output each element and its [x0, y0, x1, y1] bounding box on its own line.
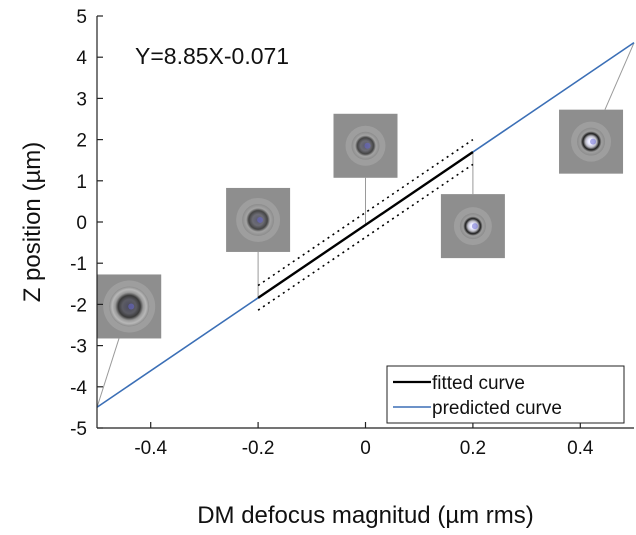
bead-image-1 [97, 274, 162, 339]
y-tick-label: 4 [76, 48, 87, 69]
legend: fitted curve predicted curve [386, 365, 625, 424]
bead-insets [97, 109, 624, 339]
y-tick-label: 2 [76, 131, 87, 152]
confidence-bound-line [257, 163, 474, 311]
inset-connector-line [96, 338, 120, 408]
confidence-bound-line [257, 138, 474, 287]
legend-label: predicted curve [432, 398, 562, 419]
y-tick-label: -2 [70, 295, 87, 316]
bead-image-2 [226, 187, 291, 252]
x-tick-label: 0.4 [567, 438, 594, 459]
y-tick-label: 1 [76, 172, 87, 193]
x-tick-label: -0.2 [242, 438, 275, 459]
y-tick-label: -3 [70, 337, 87, 358]
y-tick-label: -4 [70, 378, 87, 399]
legend-label: fitted curve [432, 373, 525, 394]
y-axis-label: Z position (µm) [19, 142, 46, 303]
y-tick-label: -5 [70, 419, 87, 440]
fitted-curve-line [257, 151, 474, 299]
bead-image-4 [440, 194, 505, 259]
tick-labels: -5 -4 -3 -2 -1 0 1 2 3 4 5 -0.4 -0.2 0 0.2 0.4 [70, 7, 594, 459]
equation-annotation: Y=8.85X-0.071 [135, 43, 289, 69]
bead-center-dot [364, 142, 371, 149]
y-tick-label: 0 [76, 213, 87, 234]
x-tick-label: 0 [360, 438, 371, 459]
bead-image-3 [333, 113, 398, 178]
y-tick-label: 3 [76, 89, 87, 110]
bead-center-dot [471, 223, 478, 230]
curves [96, 41, 635, 408]
bead-center-dot [128, 303, 135, 310]
x-axis-label: DM defocus magnitud (µm rms) [197, 502, 534, 529]
bead-center-dot [257, 216, 264, 223]
x-tick-label: 0.2 [460, 438, 486, 459]
y-tick-label: 5 [76, 7, 87, 28]
inset-connectors [96, 42, 635, 408]
bead-image-5 [559, 109, 624, 174]
bead-center-dot [590, 138, 597, 145]
x-tick-label: -0.4 [134, 438, 167, 459]
legend-box [386, 365, 625, 424]
y-tick-label: -1 [70, 254, 87, 275]
inset-connector-line [604, 42, 635, 110]
